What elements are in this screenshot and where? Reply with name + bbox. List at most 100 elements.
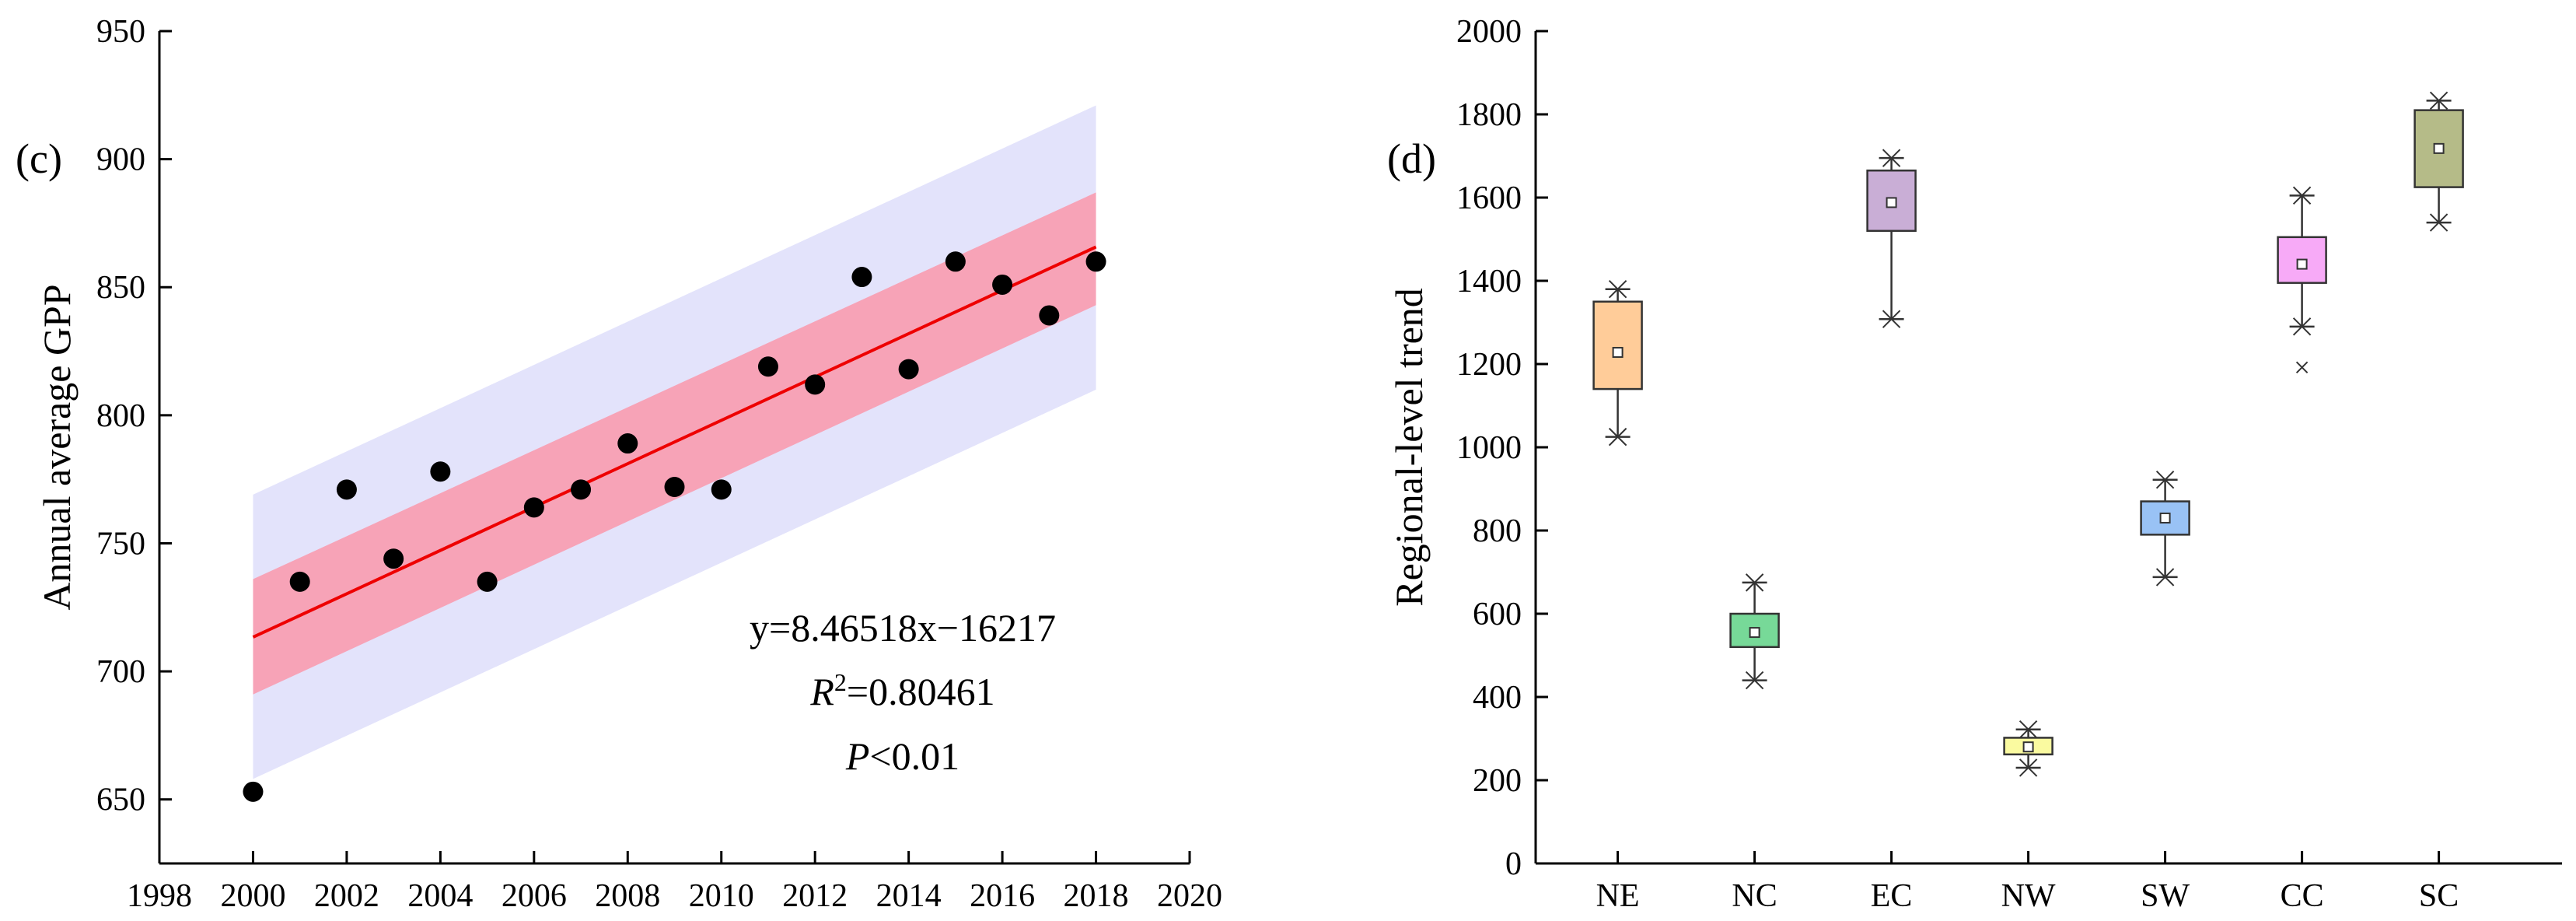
x-tick-label-d: SC xyxy=(2419,878,2459,914)
y-tick-label-d: 800 xyxy=(1473,513,1522,549)
axes-c: 650 700 750 800 850 900 950 1998 2000 2002 2004 200… xyxy=(96,14,1222,914)
data-point xyxy=(383,548,404,569)
extreme-marker xyxy=(2292,186,2312,205)
y-tick-label-d: 1800 xyxy=(1456,97,1522,133)
extreme-marker xyxy=(1608,279,1627,299)
y-tick-label-d: 400 xyxy=(1473,680,1522,716)
data-point xyxy=(711,479,732,500)
x-tick-label-d: NW xyxy=(2001,878,2056,914)
mean-marker xyxy=(2296,258,2308,270)
y-tick-label-c: 700 xyxy=(96,654,145,690)
x-tick-label-c: 2016 xyxy=(970,878,1035,914)
data-point xyxy=(664,477,685,498)
data-point xyxy=(805,374,826,395)
x-tick-label-c: 1998 xyxy=(127,878,192,914)
y-tick-label-c: 900 xyxy=(96,142,145,178)
data-point xyxy=(571,479,592,500)
mean-marker xyxy=(2022,741,2034,753)
y-tick-label-c: 800 xyxy=(96,398,145,434)
y-tick-label-d: 1400 xyxy=(1456,264,1522,299)
extreme-marker xyxy=(1745,671,1764,690)
x-tick-label-c: 2002 xyxy=(314,878,379,914)
axes-d: 0 200 400 600 800 1000 1200 1400 1600 1800 2000 NE N… xyxy=(1456,14,2562,914)
extreme-marker xyxy=(2019,720,2038,739)
extreme-marker xyxy=(2019,758,2038,777)
y-tick-label-d: 0 xyxy=(1505,846,1522,882)
x-tick-label-c: 2004 xyxy=(407,878,473,914)
extreme-marker xyxy=(1882,310,1901,328)
box-ne xyxy=(1592,300,1643,390)
x-tick-label-d: EC xyxy=(1871,878,1913,914)
regression-line-group xyxy=(252,245,1097,639)
p-value-text: <0.01 xyxy=(869,734,959,778)
extreme-marker xyxy=(1882,149,1901,167)
data-point xyxy=(1085,251,1106,272)
data-point xyxy=(617,433,638,454)
data-point xyxy=(477,571,498,592)
x-tick-label-d: NE xyxy=(1596,878,1640,914)
x-tick-label-d: NC xyxy=(1732,878,1777,914)
mean-marker xyxy=(1886,197,1897,208)
data-point xyxy=(289,571,310,592)
extreme-marker xyxy=(1608,427,1627,446)
data-point xyxy=(523,497,544,518)
extreme-marker xyxy=(2155,471,2175,489)
r-squared: R2=0.80461 xyxy=(809,668,994,713)
extreme-marker xyxy=(2429,213,2448,232)
y-axis-label-c: Annual average GPP xyxy=(35,284,79,610)
data-point xyxy=(757,356,778,377)
mean-marker xyxy=(2159,512,2171,524)
r-squared-exponent: 2 xyxy=(834,668,847,696)
y-tick-label-d: 1600 xyxy=(1456,180,1522,216)
mean-marker xyxy=(1612,347,1624,359)
extreme-marker xyxy=(1745,573,1764,592)
x-tick-label-c: 2018 xyxy=(1064,878,1129,914)
data-point xyxy=(992,274,1013,295)
data-point xyxy=(945,251,966,272)
panel-label-d: (d) xyxy=(1387,135,1436,182)
y-tick-label-c: 950 xyxy=(96,14,145,50)
box-plots xyxy=(1592,91,2464,777)
y-tick-label-c: 650 xyxy=(96,783,145,818)
x-tick-label-c: 2010 xyxy=(689,878,754,914)
y-tick-label-d: 1000 xyxy=(1456,430,1522,466)
y-tick-label-c: 850 xyxy=(96,270,145,306)
r-squared-symbol: R xyxy=(809,670,834,713)
p-value: P<0.01 xyxy=(845,734,959,778)
x-tick-label-d: CC xyxy=(2281,878,2324,914)
y-axis-label-d: Regional-level trend xyxy=(1387,288,1431,607)
mean-marker xyxy=(1749,627,1760,639)
mean-marker xyxy=(2433,142,2445,154)
x-tick-label-c: 2014 xyxy=(876,878,942,914)
x-tick-label-c: 2008 xyxy=(595,878,660,914)
y-tick-label-d: 200 xyxy=(1473,763,1522,799)
x-tick-label-c: 2006 xyxy=(502,878,567,914)
r-squared-value: =0.80461 xyxy=(847,670,995,713)
y-tick-label-d: 600 xyxy=(1473,597,1522,632)
y-tick-label-d: 1200 xyxy=(1456,347,1522,383)
extreme-marker xyxy=(2429,91,2448,110)
data-point xyxy=(898,359,919,380)
extreme-marker xyxy=(2292,317,2312,336)
data-points xyxy=(243,251,1106,802)
data-point xyxy=(851,267,872,288)
outlier-marker xyxy=(2295,361,2309,373)
panel-c-scatter: 650 700 750 800 850 900 950 1998 2000 2002 2004 200… xyxy=(16,14,1222,914)
y-tick-label-d: 2000 xyxy=(1456,14,1522,50)
y-tick-label-c: 750 xyxy=(96,526,145,562)
fit-equation: y=8.46518x−16217 xyxy=(750,606,1056,650)
data-point xyxy=(336,479,357,500)
x-tick-label-c: 2020 xyxy=(1157,878,1222,914)
x-tick-label-d: SW xyxy=(2141,878,2190,914)
regression-line xyxy=(252,245,1097,639)
x-tick-label-c: 2000 xyxy=(220,878,285,914)
p-value-symbol: P xyxy=(845,734,870,778)
panel-label-c: (c) xyxy=(16,135,62,182)
x-tick-label-c: 2012 xyxy=(782,878,848,914)
data-point xyxy=(430,461,451,482)
data-point xyxy=(243,781,264,802)
extreme-marker xyxy=(2155,568,2175,587)
data-point xyxy=(1039,305,1060,326)
panel-d-boxplot: 0 200 400 600 800 1000 1200 1400 1600 1800 2000 NE N… xyxy=(1387,14,2562,914)
